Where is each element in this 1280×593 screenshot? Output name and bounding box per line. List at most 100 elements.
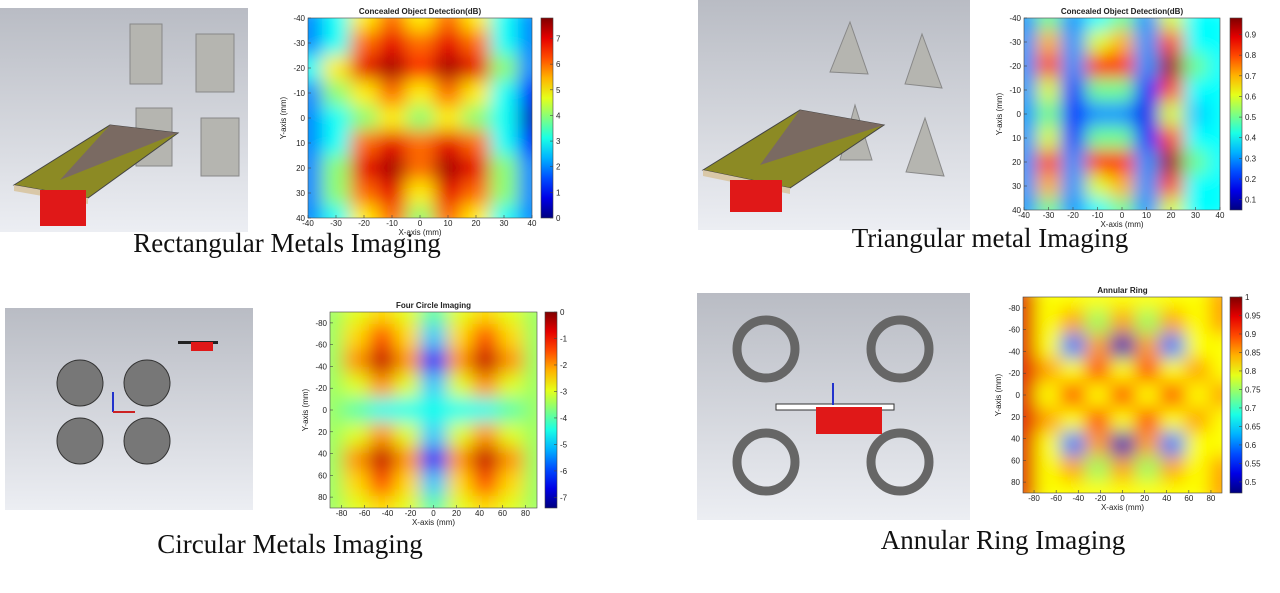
heatmap-cell xyxy=(1209,309,1222,335)
heatmap-cell xyxy=(308,130,323,157)
heatmap-cell xyxy=(378,130,407,157)
heatmap-cell xyxy=(322,155,351,182)
heatmap-cell xyxy=(342,312,370,325)
heatmap-cell xyxy=(434,180,463,207)
heatmap-cell xyxy=(490,18,519,32)
heatmap-cell xyxy=(1184,382,1211,408)
heatmap-cell xyxy=(1109,174,1135,199)
heatmap-cell xyxy=(378,105,407,132)
heatmap-cell xyxy=(490,205,519,218)
x-axis-label: X-axis (mm) xyxy=(1101,503,1144,512)
colorbar-tick-label: 0.6 xyxy=(1245,92,1257,101)
heatmap-cell xyxy=(368,397,396,423)
x-tick-label: 20 xyxy=(1167,211,1176,220)
colorbar-tick-label: 0.8 xyxy=(1245,367,1257,376)
heatmap-cell xyxy=(1183,174,1209,199)
heatmap-cell xyxy=(1060,102,1086,127)
heatmap-cell xyxy=(420,312,448,325)
heatmap-cell xyxy=(518,205,532,218)
heatmap-cell xyxy=(472,397,499,423)
heatmap-cell xyxy=(1110,431,1136,457)
y-tick-label: -40 xyxy=(1009,14,1021,23)
x-tick-label: 40 xyxy=(528,219,537,228)
x-tick-label: -30 xyxy=(1043,211,1055,220)
heatmap-cell xyxy=(446,471,473,497)
colorbar-tick-label: -7 xyxy=(560,493,568,502)
colorbar-tick-label: 0.65 xyxy=(1245,422,1261,431)
heatmap-cell xyxy=(462,30,491,57)
heatmap-cell xyxy=(1134,333,1161,359)
colorbar-tick-label: 0.8 xyxy=(1245,51,1257,60)
heatmap-cell xyxy=(368,495,396,508)
heatmap-cell xyxy=(322,105,351,132)
heatmap-cell xyxy=(322,55,351,82)
heatmap-cell xyxy=(1109,150,1135,175)
colorbar-tick-label: 0.5 xyxy=(1245,113,1257,122)
heatmap-cell xyxy=(342,471,370,497)
heatmap-cell xyxy=(394,422,422,448)
heatmap-cell xyxy=(1024,30,1037,55)
x-tick-label: 0 xyxy=(1120,211,1125,220)
heatmap-cell xyxy=(1023,480,1037,493)
heatmap-cell xyxy=(434,30,463,57)
heatmap-cell xyxy=(1024,174,1037,199)
heatmap-cell xyxy=(308,80,323,107)
heatmap-cell xyxy=(322,180,351,207)
heatmap-cell xyxy=(1085,126,1111,151)
heatmap-cell xyxy=(1036,18,1062,31)
x-tick-label: -40 xyxy=(1072,494,1084,503)
heatmap-cell xyxy=(342,422,370,448)
heatmap-cell xyxy=(330,495,344,508)
heatmap-cell xyxy=(1024,18,1037,31)
colorbar-tick-label: 2 xyxy=(556,163,561,172)
heatmap-cell xyxy=(368,348,396,374)
x-axis-label: X-axis (mm) xyxy=(412,518,455,527)
heatmap-cell xyxy=(1134,150,1160,175)
heatmap-cell xyxy=(446,373,473,399)
heatmap-cell xyxy=(1024,198,1037,210)
heatmap-cell xyxy=(350,80,379,107)
heatmap-cell xyxy=(1134,358,1161,384)
y-tick-label: -60 xyxy=(315,341,327,350)
colorbar-tick-label: 0.95 xyxy=(1245,311,1261,320)
heatmap-cell xyxy=(330,471,344,497)
heatmap-cell xyxy=(1183,18,1209,31)
heatmap-cell xyxy=(420,348,448,374)
y-tick-label: 80 xyxy=(1011,478,1020,487)
model-triangular xyxy=(698,0,970,230)
heatmap-cell xyxy=(394,373,422,399)
heatmap-cell xyxy=(1085,18,1111,31)
heatmap-cell xyxy=(1209,358,1222,384)
chart-title: Annular Ring xyxy=(1097,286,1147,295)
heatmap-panel: -80 -60 -40 -20 0 20 40 60 80-80-60-40-200204060… xyxy=(157,301,568,559)
heatmap-cell xyxy=(1134,309,1161,335)
heatmap-cell xyxy=(1060,407,1086,433)
y-tick-label: 20 xyxy=(1011,413,1020,422)
y-tick-label: 80 xyxy=(318,493,327,502)
heatmap-cell xyxy=(518,18,532,32)
heatmap-cell xyxy=(1183,198,1209,210)
heatmap-cell xyxy=(350,205,379,218)
heatmap-cell xyxy=(518,105,532,132)
heatmap-cell xyxy=(1060,333,1086,359)
heatmap-cell xyxy=(1159,382,1186,408)
heatmap-cell xyxy=(1110,333,1136,359)
colorbar-tick-label: 0.9 xyxy=(1245,330,1257,339)
heatmap-cell xyxy=(1159,297,1186,310)
heatmap-cell xyxy=(1024,78,1037,103)
heatmap-cell xyxy=(1134,54,1160,79)
heatmap-cell xyxy=(462,205,491,218)
heatmap-panel: -40 -30 -20 -10 0 10 20 30 40-40-30-20-100102030… xyxy=(852,7,1257,253)
heatmap-cell xyxy=(394,324,422,350)
heatmap-cell xyxy=(1060,456,1086,482)
heatmap-cell xyxy=(1085,309,1111,335)
colorbar xyxy=(1229,296,1243,494)
heatmap-cell xyxy=(330,397,344,423)
heatmap-cell xyxy=(1209,382,1222,408)
heatmap-cell xyxy=(1109,126,1135,151)
heatmap-cell xyxy=(1184,480,1211,493)
y-tick-label: -20 xyxy=(315,384,327,393)
heatmap-cell xyxy=(1060,358,1086,384)
heatmap-cell xyxy=(1060,198,1086,210)
y-tick-label: -30 xyxy=(1009,38,1021,47)
